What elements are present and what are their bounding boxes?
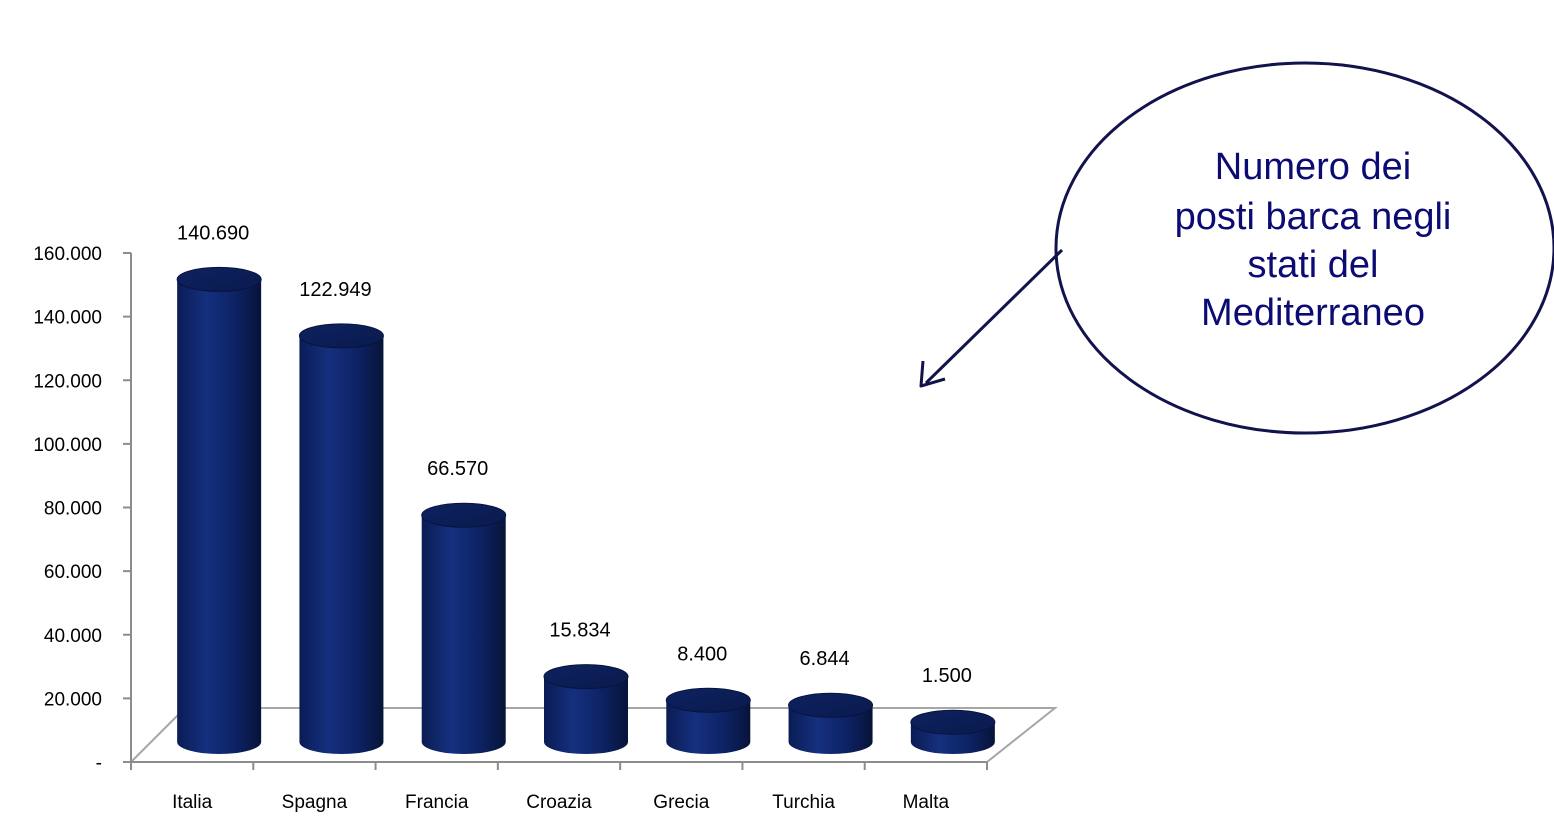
bar-croazia — [543, 664, 629, 754]
y-tick-label: 40.000 — [44, 626, 102, 647]
x-tick-label: Spagna — [282, 792, 348, 813]
callout-line-3: stati del — [1248, 244, 1379, 286]
data-label: 15.834 — [549, 620, 610, 642]
bar-body — [177, 279, 262, 754]
data-labels: 140.690 122.949 66.570 15.834 8.400 6.844 1.50… — [177, 222, 972, 687]
bar-top — [788, 692, 874, 718]
y-axis-ticks: - 20.000 40.000 60.000 80.000 100.000 120.000 1… — [33, 244, 131, 774]
bar-body — [788, 705, 873, 754]
bar-malta — [910, 709, 996, 754]
data-label: 1.500 — [922, 665, 972, 687]
y-tick-label: 80.000 — [44, 499, 102, 520]
x-tick-label: Turchia — [772, 792, 835, 813]
bar-body — [544, 676, 628, 754]
x-tick-label: Italia — [172, 792, 213, 813]
x-tick-label: Francia — [405, 792, 469, 813]
bar-top — [665, 687, 751, 713]
y-tick-label: 60.000 — [44, 562, 102, 583]
callout-bubble — [1054, 61, 1554, 435]
bar-top — [298, 323, 384, 349]
y-tick-label: 140.000 — [33, 308, 102, 329]
bar-top — [421, 502, 507, 528]
y-tick-label: 20.000 — [44, 689, 102, 710]
callout-arrow-line — [924, 248, 1064, 385]
callout-line-1: Numero dei — [1215, 146, 1411, 188]
x-tick-label: Croazia — [526, 792, 592, 813]
bars — [176, 266, 996, 754]
bar-italia — [176, 266, 262, 754]
callout-line-2: posti barca negli — [1175, 196, 1452, 238]
bar-top — [543, 664, 629, 690]
data-label: 8.400 — [677, 643, 727, 665]
data-label: 6.844 — [800, 648, 850, 670]
bar-body — [666, 700, 751, 754]
bar-top — [176, 266, 262, 292]
y-tick-label: 120.000 — [33, 371, 102, 392]
data-label: 140.690 — [177, 222, 249, 244]
y-tick-label: 100.000 — [33, 435, 102, 456]
callout-arrow-head — [919, 360, 946, 388]
callout: Numero dei posti barca negli stati del M… — [919, 61, 1554, 435]
x-axis-ticks: Italia Spagna Francia Croazia Grecia Turchia M… — [130, 762, 988, 813]
x-tick-label: Malta — [903, 792, 950, 813]
bar-top — [910, 709, 996, 735]
bar-francia — [421, 502, 507, 754]
bar-turchia — [788, 692, 874, 754]
y-tick-label: 160.000 — [33, 244, 102, 265]
bar-grecia — [665, 687, 751, 754]
callout-line-4: Mediterraneo — [1201, 292, 1425, 334]
bar-spagna — [298, 323, 384, 754]
bar-body — [421, 515, 506, 754]
x-tick-label: Grecia — [653, 792, 709, 813]
data-label: 122.949 — [299, 279, 371, 301]
data-label: 66.570 — [427, 458, 488, 480]
bar-body — [299, 335, 384, 754]
y-tick-label: - — [96, 753, 102, 774]
